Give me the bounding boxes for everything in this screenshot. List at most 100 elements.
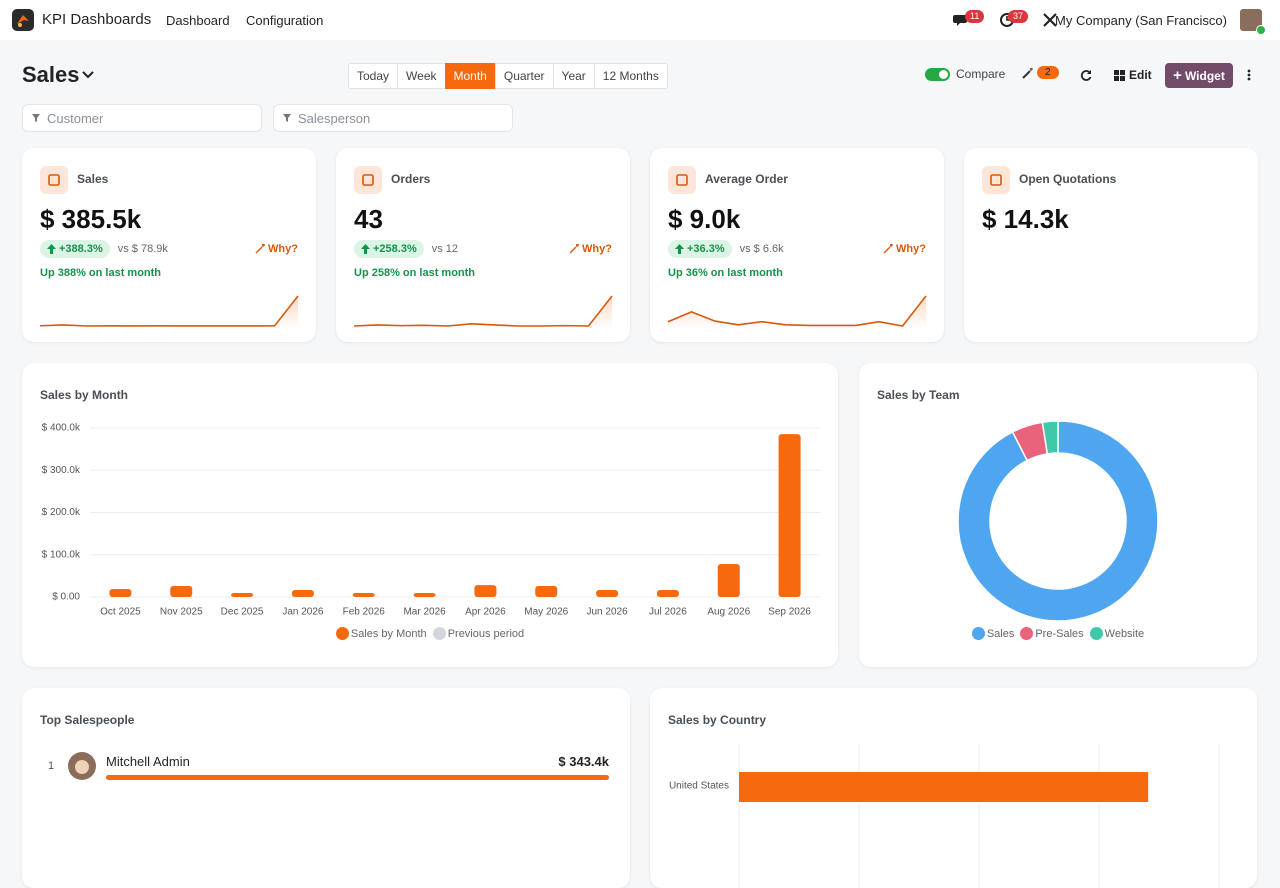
change-pill: +258.3% [354, 240, 424, 258]
company-switcher[interactable]: My Company (San Francisco) [1055, 13, 1227, 28]
sales-by-team-card: Sales by Team Sales Pre-Sales Website [859, 363, 1257, 667]
kpi-compare-row: +258.3% vs 12 [354, 240, 458, 258]
kpi-note: Up 36% on last month [668, 267, 783, 279]
legend-item[interactable]: Previous period [432, 627, 524, 640]
add-widget-button[interactable]: + Widget [1165, 63, 1233, 88]
compare-toggle[interactable]: Compare [925, 67, 1005, 81]
navbar: KPI Dashboards Dashboard Configuration 1… [0, 0, 1280, 40]
period-button[interactable]: Year [552, 63, 595, 89]
bar [717, 564, 740, 597]
why-button[interactable]: Why? [569, 243, 612, 255]
wand-shape [255, 244, 266, 254]
x-tick-label: Jun 2026 [587, 607, 629, 618]
filter-placeholder: Customer [47, 110, 104, 126]
legend-item[interactable]: Sales [971, 627, 1015, 640]
legend-label: Pre-Sales [1035, 627, 1084, 640]
x-tick-label: Mar 2026 [403, 607, 446, 618]
legend: Sales by Month Previous period [22, 627, 838, 640]
period-button[interactable]: Today [348, 63, 399, 89]
more-button[interactable] [1246, 69, 1252, 81]
period-button[interactable]: Month [444, 63, 496, 89]
bar [535, 586, 558, 597]
y-tick-label: $ 0.00 [52, 592, 80, 603]
bar [778, 434, 801, 597]
x-tick-label: Jan 2026 [282, 607, 324, 618]
rank: 1 [48, 760, 55, 772]
kpi-icon [982, 166, 1010, 194]
change-text: +388.3% [59, 243, 103, 255]
dashboard-title[interactable]: Sales [22, 62, 80, 87]
up-arrow [47, 244, 56, 254]
legend-item[interactable]: Sales by Month [335, 627, 427, 640]
kpi-title: Open Quotations [1019, 172, 1117, 186]
kpi-note: Up 258% on last month [354, 267, 476, 279]
sparkline [353, 295, 613, 329]
previous-value: vs $ 6.6k [739, 243, 784, 255]
edit-label: Edit [1129, 68, 1152, 82]
kpi-title: Sales [77, 172, 109, 186]
sparkline-line [39, 295, 299, 327]
kpi-icon [354, 166, 382, 194]
edit-button[interactable]: Edit [1114, 68, 1152, 82]
kpi-value: $ 385.5k [40, 204, 142, 234]
kpi-card: Sales $ 385.5k +388.3% vs $ 78.9k Why? Up 388… [22, 148, 316, 342]
x-tick-label: Apr 2026 [465, 607, 506, 618]
legend-item[interactable]: Pre-Sales [1020, 627, 1084, 640]
wand-shape [569, 244, 580, 254]
legend-swatch [1020, 627, 1034, 640]
kpi-title: Orders [391, 172, 431, 186]
legend-label: Sales [986, 627, 1015, 640]
donut-slice [1041, 420, 1059, 455]
card-title: Sales by Team [877, 388, 960, 402]
x-tick-label: Oct 2025 [100, 607, 141, 618]
x-tick-label: Feb 2026 [343, 607, 386, 618]
icon-shape [48, 174, 60, 186]
sparkline [39, 295, 299, 329]
x-tick-label: Sep 2026 [768, 607, 811, 618]
period-button[interactable]: 12 Months [593, 63, 668, 89]
refresh-button[interactable] [1080, 69, 1092, 81]
menu-item[interactable]: Dashboard [166, 13, 230, 28]
ai-button[interactable]: 2 [1021, 66, 1059, 79]
legend-swatch [335, 627, 349, 640]
sparkline-line [667, 295, 927, 327]
wand-shape [883, 244, 894, 254]
period-button[interactable]: Quarter [494, 63, 554, 89]
legend-swatch [432, 627, 446, 640]
activities-badge: 37 [1008, 10, 1029, 23]
user-avatar[interactable] [1240, 9, 1266, 35]
menu-item[interactable]: Configuration [246, 13, 324, 28]
up-arrow [675, 244, 684, 254]
filter-input[interactable]: Salesperson [273, 104, 513, 132]
why-button[interactable]: Why? [255, 243, 298, 255]
title-chevron[interactable] [82, 70, 94, 80]
filter-placeholder: Salesperson [298, 110, 371, 126]
toggle-switch[interactable] [925, 67, 950, 81]
legend-label: Website [1104, 627, 1145, 640]
card-title: Sales by Month [40, 388, 129, 402]
why-button[interactable]: Why? [883, 243, 926, 255]
change-pill: +388.3% [40, 240, 110, 258]
chart: United States [669, 745, 1220, 888]
kpi-card: Open Quotations $ 14.3k [964, 148, 1258, 342]
wand-icon [1022, 67, 1033, 79]
sparkline-area [40, 296, 298, 329]
ai-badge: 2 [1037, 66, 1059, 79]
sales-by-month-card: Sales by Month $ 0.00 $ 100.0k $ 200.0k $ 3… [22, 363, 838, 667]
icon-glyph [362, 174, 374, 186]
kpi-title: Average Order [705, 172, 788, 186]
icon-shape [362, 174, 374, 186]
add-widget-label: Widget [1184, 68, 1225, 83]
messages-icon[interactable] [953, 12, 971, 28]
bar [739, 772, 1149, 802]
settings-icon[interactable] [1042, 12, 1058, 28]
period-button[interactable]: Week [397, 63, 446, 89]
kpi-note: Up 388% on last month [40, 267, 162, 279]
bar [106, 775, 609, 780]
filter-input[interactable]: Customer [22, 104, 262, 132]
app-logo[interactable] [12, 9, 34, 31]
why-label: Why? [268, 243, 298, 255]
legend-item[interactable]: Website [1089, 627, 1145, 640]
app-name[interactable]: KPI Dashboards [42, 11, 152, 28]
grid-icon [1114, 69, 1125, 81]
